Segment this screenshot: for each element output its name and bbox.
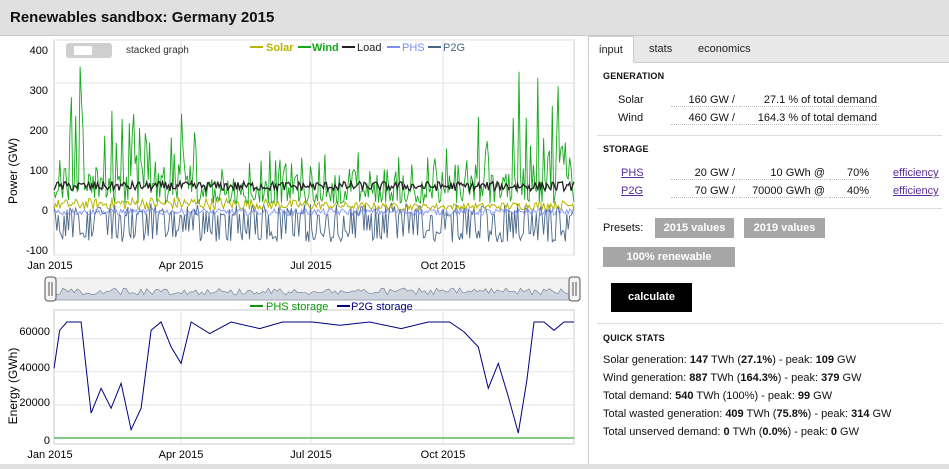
energy-chart[interactable]: PHS storage P2G storage 60000 40000 2000…: [6, 301, 575, 461]
storage-title: STORAGE: [603, 144, 649, 154]
energy-xtick: Apr 2015: [159, 449, 204, 461]
p2g-link[interactable]: P2G: [621, 185, 644, 197]
wind-gw-field[interactable]: 460 GW /: [671, 112, 737, 125]
p2g-eff-field[interactable]: 40%: [829, 185, 871, 198]
series-wind: [53, 66, 575, 205]
divider: [597, 323, 942, 324]
p2g-gw-field[interactable]: 70 GW /: [671, 185, 737, 198]
presets-label: Presets:: [603, 222, 644, 234]
stacked-graph-label: stacked graph: [126, 45, 189, 56]
power-ytick: 200: [30, 125, 48, 137]
preset-2019-button[interactable]: 2019 values: [744, 218, 825, 238]
quick-stats-title: QUICK STATS: [603, 333, 665, 343]
power-xtick: Jul 2015: [290, 260, 332, 272]
legend-phs-storage: PHS storage: [266, 301, 328, 313]
chart-panel: stacked graph Solar Wind Load PHS P2G 40…: [0, 36, 588, 464]
power-chart[interactable]: stacked graph Solar Wind Load PHS P2G 40…: [6, 39, 575, 272]
series-p2g: [53, 202, 575, 244]
energy-ytick: 0: [44, 435, 50, 447]
power-xtick: Apr 2015: [159, 260, 204, 272]
energy-xtick: Jul 2015: [290, 449, 332, 461]
solar-pct-field[interactable]: 27.1 % of total demand: [739, 94, 879, 107]
right-panel: input stats economics GENERATION Solar 1…: [588, 36, 949, 464]
tab-input[interactable]: input: [588, 36, 634, 63]
quick-stat-row: Total unserved demand: 0 TWh (0.0%) - pe…: [603, 426, 859, 438]
power-legend: Solar Wind Load PHS P2G: [250, 42, 465, 54]
legend-p2g: P2G: [443, 42, 465, 54]
energy-xtick: Oct 2015: [421, 449, 466, 461]
calculate-button[interactable]: calculate: [611, 283, 692, 312]
divider: [597, 135, 942, 136]
range-handle-right[interactable]: [568, 276, 581, 302]
quick-stat-row: Wind generation: 887 TWh (164.3%) - peak…: [603, 372, 862, 384]
quick-stat-row: Total wasted generation: 409 TWh (75.8%)…: [603, 408, 892, 420]
power-xtick: Jan 2015: [27, 260, 72, 272]
energy-ylabel: Energy (GWh): [6, 348, 20, 425]
power-ylabel: Power (GW): [6, 138, 20, 204]
solar-label: Solar: [618, 94, 644, 106]
power-xtick: Oct 2015: [421, 260, 466, 272]
tab-bar: input stats economics: [588, 36, 949, 63]
range-handle-left[interactable]: [44, 276, 57, 302]
p2g-efficiency-link[interactable]: efficiency: [893, 185, 939, 197]
power-ytick: -100: [26, 245, 48, 257]
power-ytick: 300: [30, 85, 48, 97]
phs-efficiency-link[interactable]: efficiency: [893, 167, 939, 179]
legend-load: Load: [357, 42, 381, 54]
preset-2015-button[interactable]: 2015 values: [655, 218, 734, 238]
solar-gw-field[interactable]: 160 GW /: [671, 94, 737, 107]
legend-phs: PHS: [402, 42, 425, 54]
navigator-preview: [53, 287, 575, 301]
power-ytick: 0: [42, 205, 48, 217]
series-solar: [53, 196, 575, 212]
energy-legend: PHS storage P2G storage: [250, 301, 413, 313]
energy-ytick: 40000: [19, 362, 50, 374]
energy-ytick: 60000: [19, 326, 50, 338]
bottom-bar: [0, 464, 949, 469]
p2g-gwh-field[interactable]: 70000 GWh @: [739, 185, 827, 198]
range-navigator[interactable]: [44, 276, 581, 302]
divider: [597, 208, 942, 209]
power-ytick: 400: [30, 45, 48, 57]
series-load: [53, 179, 575, 194]
legend-wind: Wind: [312, 42, 339, 54]
legend-solar: Solar: [266, 42, 294, 54]
tab-stats[interactable]: stats: [649, 43, 673, 55]
window-title: Renewables sandbox: Germany 2015: [10, 9, 275, 26]
legend-p2g-storage: P2G storage: [351, 301, 413, 313]
tab-economics[interactable]: economics: [698, 43, 751, 55]
series-phs: [53, 207, 575, 217]
power-series: [53, 66, 575, 244]
energy-xtick: Jan 2015: [27, 449, 72, 461]
energy-ytick: 20000: [19, 397, 50, 409]
wind-pct-field[interactable]: 164.3 % of total demand: [739, 112, 879, 125]
title-bar: Renewables sandbox: Germany 2015: [0, 0, 949, 36]
series-p2g-storage: [53, 321, 574, 434]
quick-stat-row: Solar generation: 147 TWh (27.1%) - peak…: [603, 354, 856, 366]
phs-gw-field[interactable]: 20 GW /: [671, 167, 737, 180]
wind-label: Wind: [618, 112, 644, 124]
toggle-knob[interactable]: [74, 46, 92, 55]
charts-svg[interactable]: stacked graph Solar Wind Load PHS P2G 40…: [0, 36, 588, 464]
phs-gwh-field[interactable]: 10 GWh @: [739, 167, 827, 180]
energy-plot-area: [53, 309, 575, 445]
power-ytick: 100: [30, 165, 48, 177]
energy-series: [53, 321, 574, 439]
preset-100-renewable-button[interactable]: 100% renewable scenario: [603, 247, 735, 283]
phs-eff-field[interactable]: 70%: [829, 167, 871, 180]
generation-title: GENERATION: [603, 71, 665, 81]
quick-stat-row: Total demand: 540 TWh (100%) - peak: 99 …: [603, 390, 833, 402]
phs-link[interactable]: PHS: [621, 167, 644, 179]
